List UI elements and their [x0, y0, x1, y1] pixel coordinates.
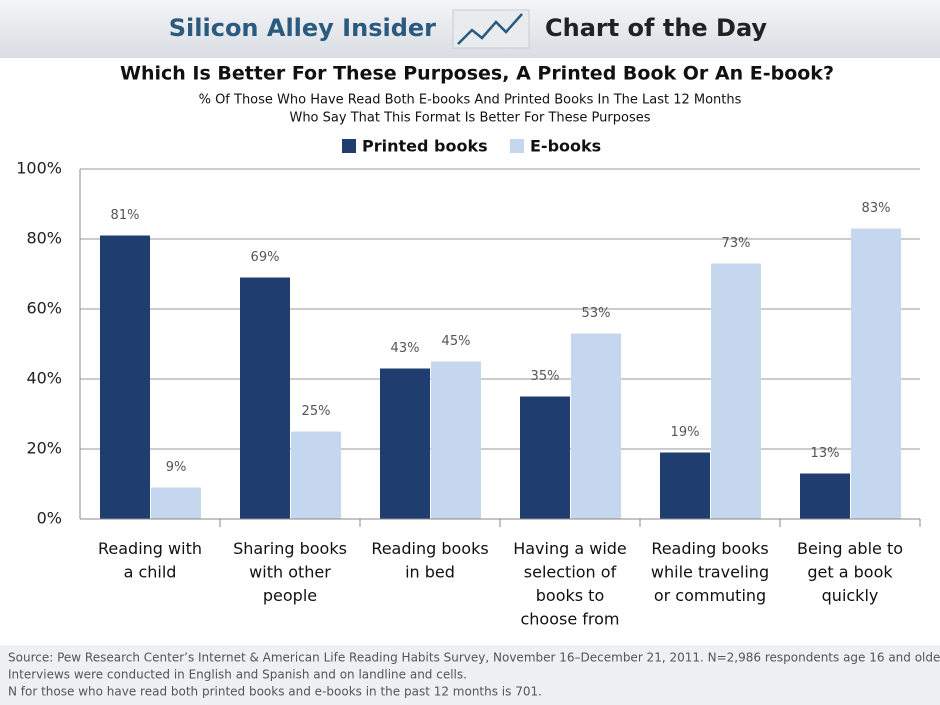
source-note: N for those who have read both printed b…	[8, 685, 542, 699]
y-tick-label: 0%	[37, 509, 62, 528]
x-tick-label: Reading books while traveling or commuting	[651, 539, 769, 605]
x-tick-label: Being able to get a book quickly	[797, 539, 903, 605]
bar	[660, 452, 710, 519]
bar	[240, 277, 290, 519]
value-label: 9%	[166, 460, 187, 475]
bar	[571, 333, 621, 519]
value-label: 69%	[251, 250, 280, 265]
footer-band	[0, 645, 940, 705]
legend-swatch	[510, 139, 524, 153]
section: Chart of the Day	[545, 14, 767, 42]
x-tick-label: Reading books in bed	[371, 539, 488, 582]
y-tick-label: 80%	[26, 229, 62, 248]
bar	[520, 396, 570, 519]
bar	[851, 228, 901, 519]
chart-title: Which Is Better For These Purposes, A Pr…	[120, 63, 834, 85]
bar	[291, 431, 341, 519]
x-tick-label: Sharing books with other people	[233, 539, 347, 605]
bar	[100, 235, 150, 519]
value-label: 13%	[811, 446, 840, 461]
value-label: 73%	[722, 236, 751, 251]
bar	[711, 263, 761, 519]
legend-label: E-books	[530, 137, 601, 156]
value-label: 25%	[302, 404, 331, 419]
legend-label: Printed books	[362, 137, 488, 156]
subtitle: % Of Those Who Have Read Both E-books An…	[199, 93, 742, 108]
bar	[800, 473, 850, 519]
bar	[380, 368, 430, 519]
source-note: Interviews were conducted in English and…	[8, 668, 467, 682]
x-tick-label: Having a wide selection of books to choose …	[513, 539, 627, 629]
y-tick-label: 60%	[26, 299, 62, 318]
legend-swatch	[342, 139, 356, 153]
bar	[431, 361, 481, 519]
logo-icon	[452, 9, 530, 49]
y-tick-label: 40%	[26, 369, 62, 388]
brand: Silicon Alley Insider	[169, 14, 436, 42]
value-label: 53%	[582, 306, 611, 321]
value-label: 35%	[531, 369, 560, 384]
y-tick-label: 20%	[26, 439, 62, 458]
value-label: 81%	[111, 208, 140, 223]
x-tick-label: Reading with a child	[98, 539, 202, 582]
source-note: Source: Pew Research Center’s Internet &…	[8, 651, 940, 665]
value-label: 19%	[671, 425, 700, 440]
bar	[151, 487, 201, 519]
value-label: 45%	[442, 334, 471, 349]
subtitle: Who Say That This Format Is Better For T…	[289, 111, 650, 126]
value-label: 83%	[862, 201, 891, 216]
value-label: 43%	[391, 341, 420, 356]
y-tick-label: 100%	[16, 159, 62, 178]
